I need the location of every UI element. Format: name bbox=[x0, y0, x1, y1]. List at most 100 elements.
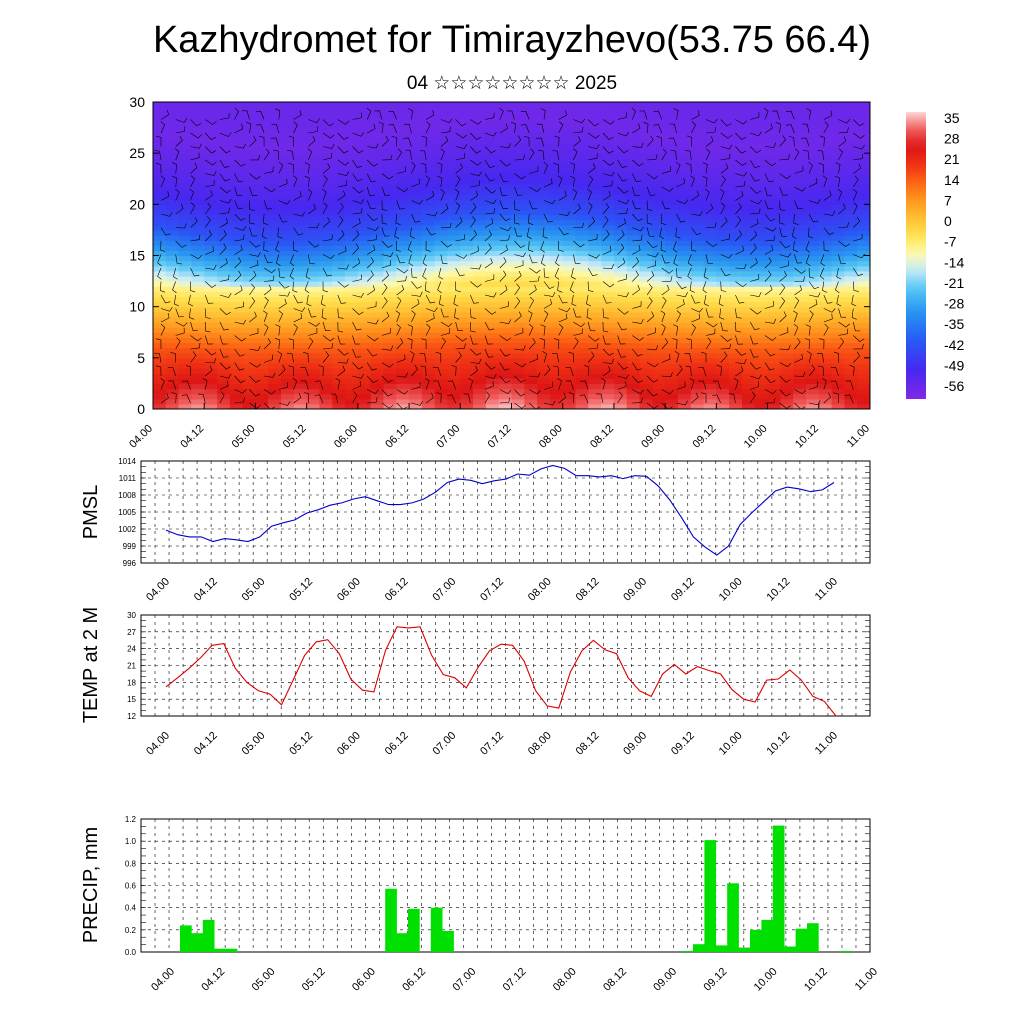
precip-y-tick-label: 0.6 bbox=[125, 882, 137, 891]
heatmap-cell bbox=[204, 301, 218, 308]
heatmap-cell bbox=[229, 403, 244, 409]
heatmap-cell bbox=[357, 383, 372, 390]
heatmap-cell bbox=[370, 214, 385, 221]
heatmap-cell bbox=[588, 199, 602, 205]
heatmap-cell bbox=[601, 281, 615, 287]
heatmap-cell bbox=[383, 142, 397, 149]
heatmap-cell bbox=[178, 332, 193, 338]
heatmap-cell bbox=[780, 245, 794, 251]
heatmap-cell bbox=[793, 281, 807, 287]
heatmap-cell bbox=[242, 378, 257, 385]
heatmap-cell bbox=[601, 306, 615, 313]
heatmap-cell bbox=[370, 362, 385, 369]
pmsl-x-tick-label: 05.12 bbox=[287, 576, 315, 604]
heatmap-cell bbox=[613, 265, 628, 272]
heatmap-cell bbox=[767, 322, 781, 328]
heatmap-cell bbox=[652, 168, 666, 175]
heatmap-cell bbox=[370, 316, 385, 323]
heatmap-cell bbox=[562, 393, 577, 400]
wind-barb bbox=[764, 318, 777, 324]
heatmap-cell bbox=[217, 301, 231, 308]
wind-barb bbox=[602, 132, 614, 140]
heatmap-cell bbox=[319, 235, 333, 241]
wind-barb bbox=[809, 400, 821, 406]
heatmap-cell bbox=[562, 327, 577, 333]
heatmap-cell bbox=[613, 306, 628, 313]
heatmap-cell bbox=[511, 204, 525, 211]
heatmap-cell bbox=[357, 275, 372, 282]
heatmap-cell bbox=[191, 235, 205, 241]
heatmap-cell bbox=[332, 102, 346, 108]
wind-barb bbox=[646, 375, 658, 383]
heatmap-cell bbox=[255, 311, 269, 318]
wind-barb bbox=[514, 362, 527, 368]
heatmap-cell bbox=[549, 240, 564, 246]
heatmap-cell bbox=[332, 368, 346, 374]
heatmap-cell bbox=[191, 219, 205, 226]
wind-barb bbox=[204, 321, 211, 333]
wind-barb bbox=[823, 190, 832, 201]
heatmap-cell bbox=[306, 327, 321, 333]
heatmap-cell bbox=[575, 194, 589, 200]
heatmap-cell bbox=[754, 352, 769, 359]
heatmap-cell bbox=[421, 194, 436, 200]
wind-barb bbox=[160, 175, 165, 188]
heatmap-cell bbox=[409, 245, 423, 251]
heatmap-cell bbox=[357, 102, 372, 108]
temp-x-tick-label: 05.12 bbox=[287, 730, 315, 758]
heatmap-cell bbox=[818, 388, 833, 395]
wind-barb bbox=[425, 294, 436, 304]
heatmap-cell bbox=[255, 388, 269, 395]
heatmap-cell bbox=[447, 296, 461, 303]
heatmap-cell bbox=[434, 357, 449, 364]
wind-barb bbox=[646, 213, 653, 225]
heatmap-cell bbox=[409, 301, 423, 308]
heatmap-cell bbox=[805, 327, 820, 333]
heatmap-cell bbox=[767, 357, 781, 364]
heatmap-cell bbox=[345, 219, 359, 226]
heatmap-cell bbox=[153, 173, 167, 180]
heatmap-cell bbox=[191, 311, 205, 318]
heatmap-cell bbox=[370, 281, 385, 287]
precip-y-tick-label: 1.0 bbox=[125, 837, 137, 846]
heatmap-cell bbox=[511, 352, 525, 359]
heatmap-cell bbox=[767, 306, 781, 313]
heatmap-cell bbox=[242, 102, 257, 108]
heatmap-cell bbox=[805, 122, 820, 129]
heatmap-cell bbox=[345, 240, 359, 246]
heatmap-cell bbox=[562, 398, 577, 405]
heatmap-cell bbox=[818, 337, 833, 344]
heatmap-cell bbox=[626, 209, 641, 216]
wind-barb bbox=[632, 245, 641, 255]
heatmap-cell bbox=[549, 107, 564, 113]
heatmap-cell bbox=[498, 281, 513, 287]
heatmap-cell bbox=[524, 235, 538, 241]
heatmap-cell bbox=[383, 255, 397, 262]
heatmap-cell bbox=[396, 194, 410, 200]
heatmap-cell bbox=[626, 183, 641, 190]
heatmap-cell bbox=[639, 127, 653, 134]
heatmap-cell bbox=[293, 301, 308, 308]
heatmap-cell bbox=[293, 383, 308, 390]
heatmap-cell bbox=[345, 286, 359, 292]
wind-barb bbox=[661, 372, 673, 378]
heatmap-cell bbox=[524, 112, 538, 118]
wind-barb bbox=[160, 227, 171, 236]
heatmap-cell bbox=[703, 204, 717, 211]
heatmap-cell bbox=[844, 316, 858, 323]
wind-barb bbox=[249, 311, 257, 323]
heatmap-cell bbox=[729, 199, 743, 205]
wind-barb bbox=[749, 146, 762, 154]
heatmap-cell bbox=[575, 250, 589, 257]
heatmap-cell bbox=[345, 209, 359, 216]
heatmap-cell bbox=[767, 240, 781, 246]
heatmap-cell bbox=[204, 270, 218, 277]
precip-bar bbox=[202, 919, 215, 952]
heatmap-cell bbox=[396, 173, 410, 180]
heatmap-cell bbox=[396, 178, 410, 185]
heatmap-cell bbox=[165, 102, 180, 108]
wind-barb bbox=[499, 234, 510, 242]
heatmap-cell bbox=[703, 275, 717, 282]
heatmap-cell bbox=[281, 112, 295, 118]
precip-x-tick-label: 05.00 bbox=[250, 966, 278, 994]
